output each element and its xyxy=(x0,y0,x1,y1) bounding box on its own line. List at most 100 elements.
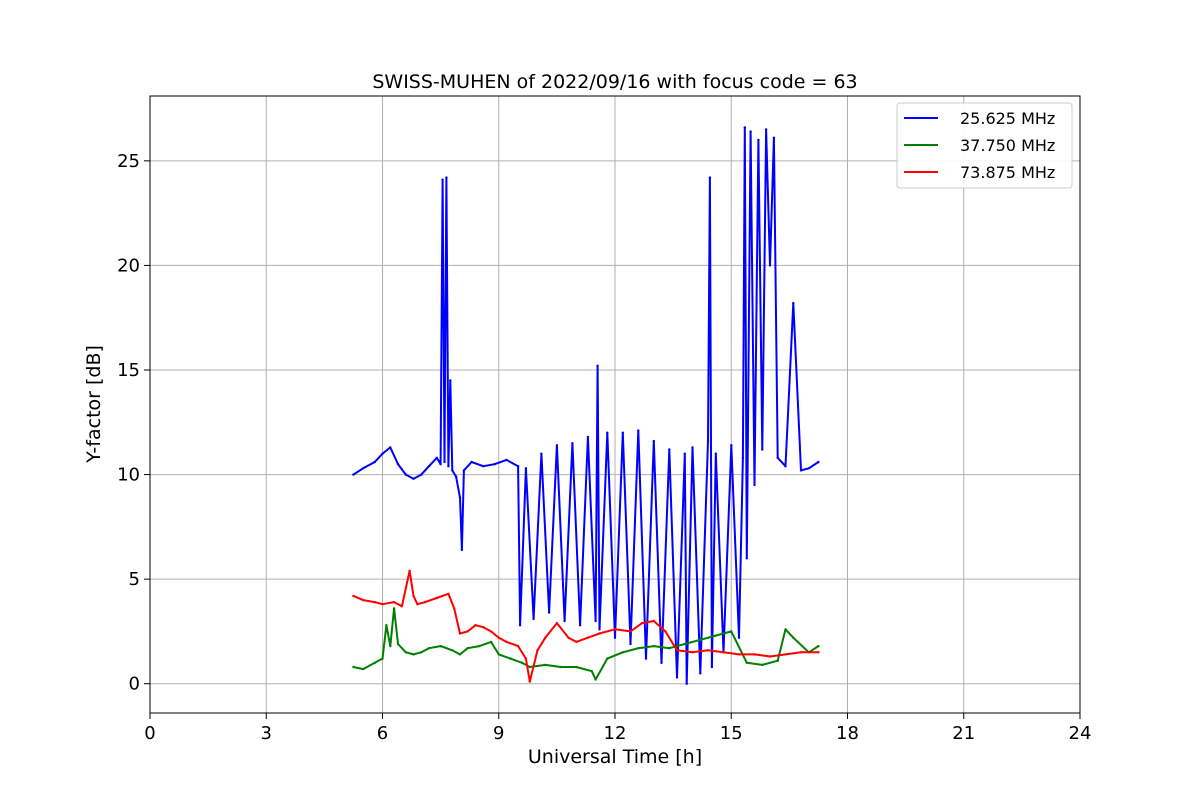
data-point xyxy=(396,642,400,646)
data-point xyxy=(497,636,500,639)
data-point xyxy=(555,621,559,625)
data-point xyxy=(505,458,508,462)
data-point xyxy=(528,680,531,683)
data-point xyxy=(637,429,640,432)
data-point xyxy=(540,452,543,455)
data-point xyxy=(737,653,741,656)
data-point xyxy=(489,630,493,633)
data-point xyxy=(474,624,477,627)
y-tick-label: 0 xyxy=(129,674,140,695)
data-point xyxy=(435,456,438,459)
x-tick-label: 3 xyxy=(261,723,272,744)
data-point xyxy=(575,640,578,644)
data-point xyxy=(361,467,365,470)
legend: 25.625 MHz 37.750 MHz 73.875 MHz xyxy=(896,102,1073,189)
data-point xyxy=(445,176,448,179)
data-point xyxy=(453,607,456,610)
data-point xyxy=(714,452,717,455)
data-point xyxy=(691,651,694,654)
data-point xyxy=(400,605,404,608)
data-point xyxy=(598,628,601,631)
data-point xyxy=(547,611,551,614)
data-point xyxy=(451,649,454,652)
data-point xyxy=(598,632,601,635)
data-point xyxy=(668,647,671,650)
data-point xyxy=(660,661,663,664)
data-point xyxy=(708,176,712,179)
data-point xyxy=(478,644,481,648)
data-point xyxy=(594,619,597,623)
data-point xyxy=(817,651,820,654)
data-point xyxy=(449,379,452,382)
data-point xyxy=(505,640,508,644)
data-point xyxy=(447,592,450,595)
data-point xyxy=(567,636,570,639)
data-point xyxy=(668,448,671,451)
data-point xyxy=(408,569,411,572)
data-point xyxy=(466,630,469,633)
data-point xyxy=(594,678,597,681)
data-point xyxy=(784,465,787,468)
data-point xyxy=(799,651,803,654)
data-point xyxy=(799,469,803,472)
data-point xyxy=(586,435,590,439)
data-point xyxy=(536,649,539,652)
y-axis-label: Y-factor [dB] xyxy=(83,345,105,464)
data-point xyxy=(691,446,694,449)
x-tick-label: 24 xyxy=(1069,723,1092,744)
data-point xyxy=(792,301,795,305)
data-point xyxy=(497,653,500,656)
data-point xyxy=(392,600,396,604)
data-point xyxy=(528,665,531,669)
data-point xyxy=(563,619,566,623)
data-point xyxy=(482,465,485,468)
data-point xyxy=(470,460,473,464)
data-point xyxy=(454,475,458,478)
data-point xyxy=(757,138,760,142)
series-2 xyxy=(352,569,820,683)
data-point xyxy=(352,473,355,476)
data-point xyxy=(559,665,562,669)
data-point xyxy=(466,647,469,650)
data-point xyxy=(745,557,748,560)
data-point xyxy=(640,621,644,625)
x-axis-label: Universal Time [h] xyxy=(528,746,702,768)
data-point xyxy=(412,653,415,656)
data-point xyxy=(753,483,756,487)
data-point xyxy=(714,634,717,637)
data-point xyxy=(381,452,384,455)
data-point xyxy=(730,630,733,633)
x-tick-label: 0 xyxy=(144,723,155,744)
data-point xyxy=(784,653,787,656)
data-point xyxy=(596,364,599,367)
data-point xyxy=(489,640,493,644)
data-point xyxy=(768,655,772,658)
x-tick-label: 12 xyxy=(604,723,627,744)
data-point xyxy=(381,603,384,606)
series-0 xyxy=(352,126,820,685)
data-point xyxy=(621,431,624,434)
data-point xyxy=(807,467,810,470)
data-point xyxy=(373,661,376,664)
data-point xyxy=(753,653,756,656)
data-point xyxy=(389,446,392,449)
data-point xyxy=(745,661,748,664)
data-point xyxy=(706,439,710,443)
data-point xyxy=(761,663,764,667)
data-point xyxy=(613,628,617,631)
data-point xyxy=(613,636,617,639)
data-point xyxy=(423,600,427,604)
data-point xyxy=(439,644,442,648)
data-point xyxy=(420,651,423,654)
data-point xyxy=(792,636,795,639)
data-point xyxy=(764,128,768,131)
data-point xyxy=(817,644,820,648)
data-point xyxy=(462,469,466,472)
data-point xyxy=(571,442,574,445)
data-point xyxy=(730,444,733,447)
data-point xyxy=(699,638,702,641)
data-point xyxy=(458,653,462,656)
data-point xyxy=(761,448,764,451)
data-point xyxy=(644,657,648,660)
data-point xyxy=(652,439,655,443)
